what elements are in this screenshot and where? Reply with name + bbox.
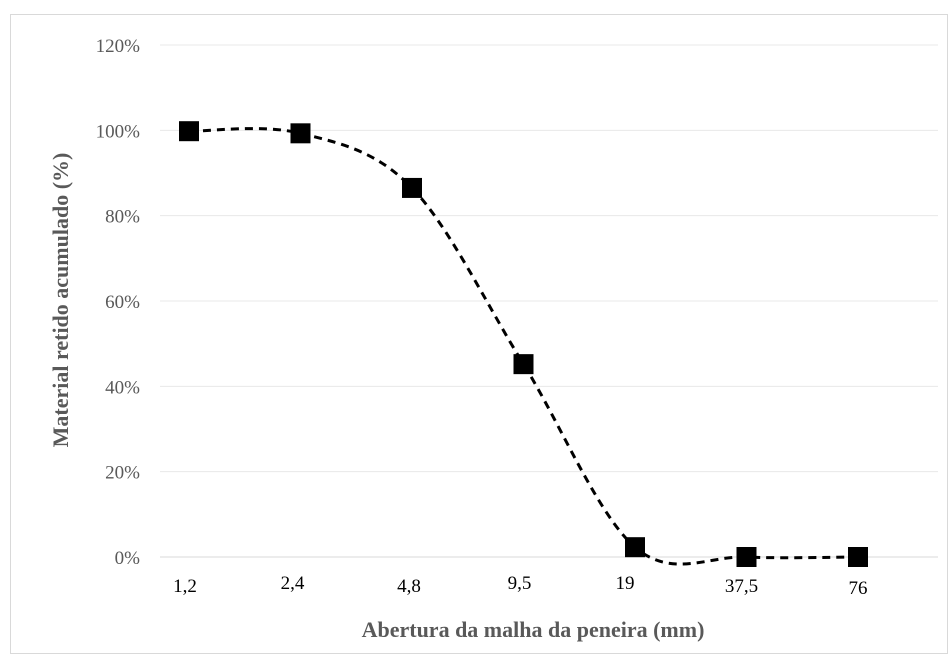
x-tick-label: 1,2 [173, 576, 197, 597]
x-tick-label: 9,5 [508, 573, 532, 594]
chart-frame [10, 14, 948, 654]
x-tick-label: 37,5 [725, 576, 758, 597]
data-point-marker [290, 123, 311, 144]
y-tick-label: 120% [96, 36, 141, 57]
y-tick-label: 20% [105, 463, 140, 484]
data-point-marker [736, 547, 757, 567]
x-tick-label: 76 [849, 578, 868, 599]
x-tick-labels: 1,2 2,4 4,8 9,5 19 37,5 76 [173, 573, 867, 599]
y-tick-label: 40% [105, 377, 140, 398]
y-tick-label: 100% [96, 121, 141, 142]
x-tick-label: 19 [616, 573, 635, 594]
x-tick-label: 2,4 [281, 573, 305, 594]
y-tick-label: 0% [115, 548, 141, 569]
data-point-marker [625, 537, 645, 558]
data-point-marker [402, 177, 422, 198]
gridlines [160, 44, 938, 558]
y-axis-title: Material retido acumulado (%) [48, 153, 73, 448]
x-axis-title: Abertura da malha da peneira (mm) [362, 617, 705, 642]
data-point-marker [848, 547, 868, 567]
x-tick-label: 4,8 [397, 576, 421, 597]
series-markers [179, 121, 868, 567]
data-point-marker [179, 121, 199, 142]
y-tick-labels: 0% 20% 40% 60% 80% 100% 120% [96, 36, 141, 569]
data-point-marker [513, 354, 534, 375]
y-tick-label: 60% [105, 292, 140, 313]
series-line [188, 127, 859, 566]
y-tick-label: 80% [105, 207, 140, 228]
